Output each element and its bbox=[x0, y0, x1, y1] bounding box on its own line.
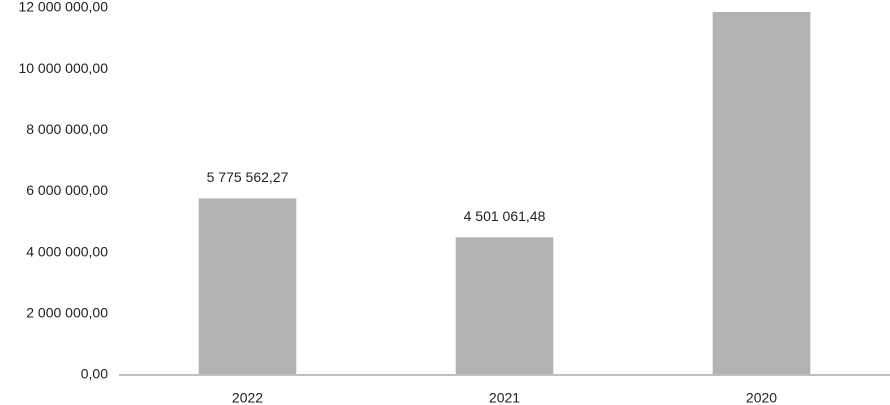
y-tick-label: 10 000 000,00 bbox=[18, 60, 108, 76]
x-tick-label: 2022 bbox=[232, 390, 263, 405]
x-tick-label: 2020 bbox=[746, 390, 777, 405]
bar bbox=[198, 198, 297, 375]
y-tick-label: 4 000 000,00 bbox=[26, 243, 108, 259]
y-tick-label: 12 000 000,00 bbox=[18, 0, 108, 15]
y-tick-label: 2 000 000,00 bbox=[26, 305, 108, 321]
y-tick-label: 0,00 bbox=[81, 366, 108, 382]
data-label: 5 775 562,27 bbox=[207, 169, 289, 185]
y-tick-label: 8 000 000,00 bbox=[26, 121, 108, 137]
bar bbox=[455, 237, 554, 375]
y-tick-label: 6 000 000,00 bbox=[26, 182, 108, 198]
bar bbox=[712, 11, 811, 376]
data-label: 4 501 061,48 bbox=[464, 208, 546, 224]
x-tick-label: 2021 bbox=[489, 390, 520, 405]
